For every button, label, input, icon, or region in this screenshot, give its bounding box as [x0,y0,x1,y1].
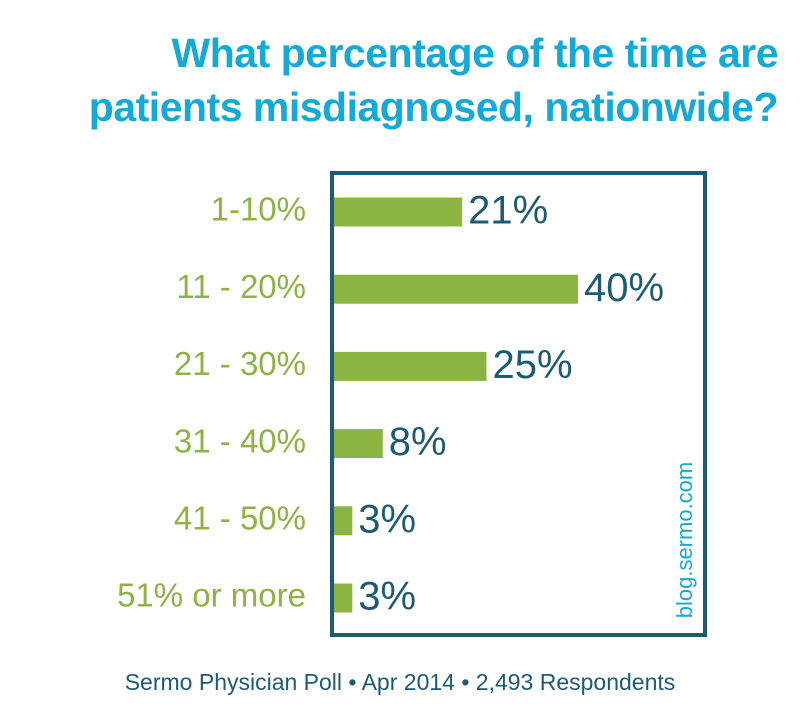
value-label: 25% [493,343,573,387]
watermark: blog.sermo.com [672,462,697,619]
category-label: 21 - 30% [174,345,306,382]
value-label: 21% [468,189,548,233]
bar [334,351,487,381]
value-label: 3% [358,575,416,619]
bar [334,274,578,304]
chart-title: What percentage of the time are patients… [88,30,779,130]
bar [334,197,463,227]
category-label: 41 - 50% [174,500,306,537]
value-label: 8% [389,420,447,464]
category-label: 31 - 40% [174,422,306,459]
source-note: Sermo Physician Poll • Apr 2014 • 2,493 … [125,669,676,695]
bar [334,429,383,459]
bar [334,583,353,613]
bar [334,506,353,536]
value-label: 40% [584,266,664,310]
frame [330,171,707,637]
value-label: 3% [358,497,416,541]
category-label: 11 - 20% [176,268,306,305]
category-label: 51% or more [117,577,306,614]
category-label: 1-10% [211,191,306,228]
